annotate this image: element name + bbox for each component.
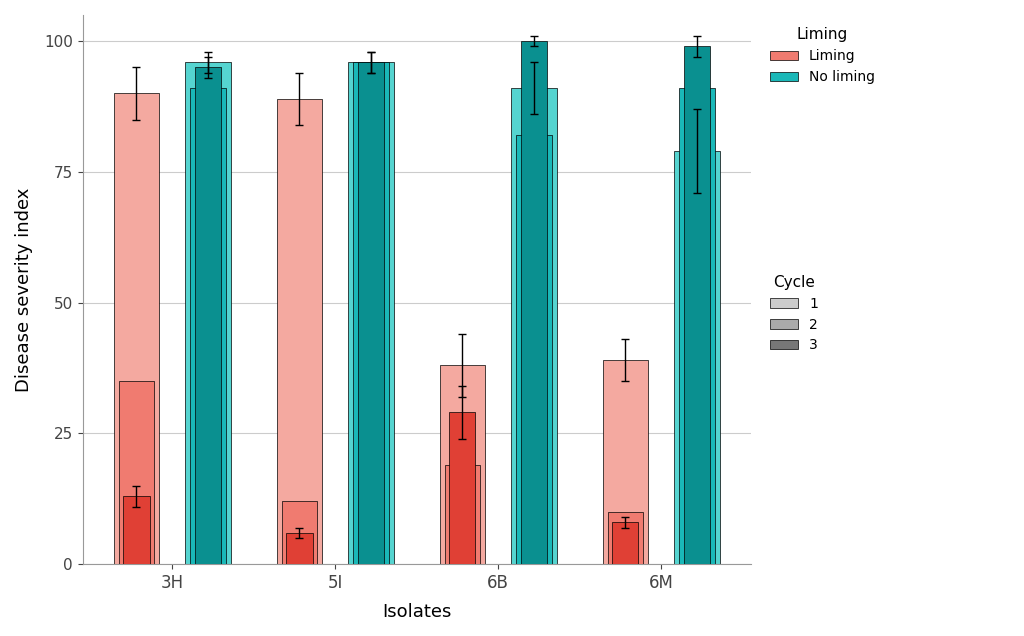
Bar xyxy=(282,501,317,564)
Bar xyxy=(511,88,557,564)
Bar xyxy=(185,62,231,564)
Bar xyxy=(444,465,480,564)
Bar xyxy=(612,522,639,564)
Bar xyxy=(684,46,711,564)
Bar xyxy=(679,88,715,564)
Bar xyxy=(124,496,150,564)
Bar xyxy=(521,41,547,564)
Bar xyxy=(287,533,312,564)
Bar xyxy=(276,99,323,564)
Bar xyxy=(114,93,160,564)
Bar xyxy=(353,62,389,564)
Bar xyxy=(190,88,226,564)
Y-axis label: Disease severity index: Disease severity index xyxy=(15,188,33,392)
Bar xyxy=(450,413,475,564)
X-axis label: Isolates: Isolates xyxy=(382,603,452,621)
Bar xyxy=(602,360,648,564)
Bar xyxy=(348,62,394,564)
Bar xyxy=(439,366,485,564)
Legend: 1, 2, 3: 1, 2, 3 xyxy=(765,269,823,358)
Bar xyxy=(119,381,155,564)
Bar xyxy=(358,62,384,564)
Bar xyxy=(675,151,720,564)
Bar xyxy=(196,67,221,564)
Bar xyxy=(607,512,643,564)
Bar xyxy=(516,135,552,564)
